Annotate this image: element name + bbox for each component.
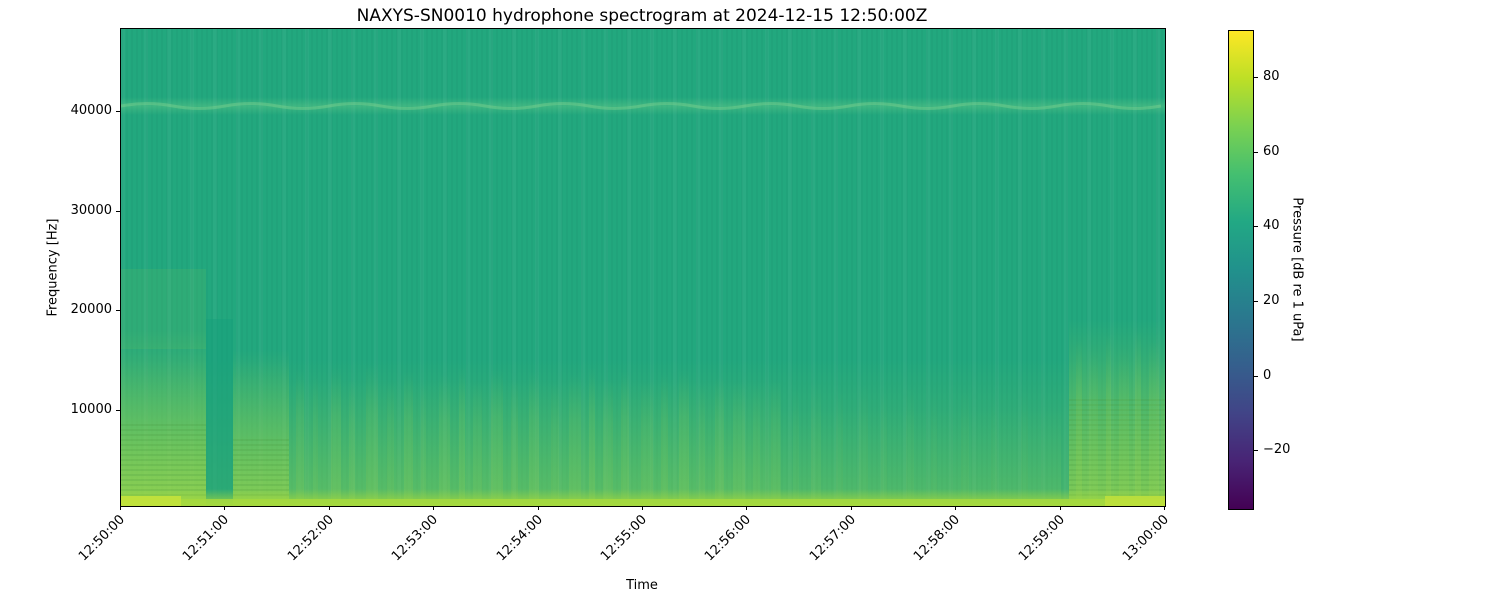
x-tick-mark: [955, 506, 956, 510]
x-tick-mark: [746, 506, 747, 510]
y-tick-mark: [116, 111, 120, 112]
plot-area: [120, 28, 1166, 507]
x-tick-label: 12:51:00: [180, 512, 232, 565]
colorbar-tick-label: 0: [1263, 368, 1272, 383]
x-tick-label: 12:56:00: [702, 512, 754, 565]
y-tick-label: 20000: [70, 302, 112, 317]
x-tick-mark: [433, 506, 434, 510]
y-tick-label: 10000: [70, 402, 112, 417]
x-tick-mark: [1164, 506, 1165, 510]
x-tick-mark: [120, 506, 121, 510]
x-tick-mark: [642, 506, 643, 510]
colorbar-tick-label: 60: [1263, 144, 1280, 159]
x-tick-label: 12:59:00: [1016, 512, 1068, 565]
y-tick-mark: [116, 211, 120, 212]
colorbar-tick-label: 80: [1263, 69, 1280, 84]
colorbar-tick-label: 40: [1263, 218, 1280, 233]
colorbar: [1228, 30, 1254, 510]
colorbar-tick-mark: [1254, 77, 1258, 78]
x-tick-label: 12:50:00: [76, 512, 128, 565]
x-tick-mark: [1060, 506, 1061, 510]
colorbar-tick-mark: [1254, 301, 1258, 302]
colorbar-label: Pressure [dB re 1 uPa]: [1289, 197, 1305, 342]
chart-title: NAXYS-SN0010 hydrophone spectrogram at 2…: [356, 6, 928, 26]
colorbar-tick-label: −20: [1263, 442, 1291, 457]
colorbar-tick-label: 20: [1263, 293, 1280, 308]
spectrogram-heatmap: [121, 29, 1165, 506]
y-tick-label: 40000: [70, 103, 112, 118]
x-axis-label: Time: [626, 578, 658, 593]
x-tick-label: 12:55:00: [598, 512, 650, 565]
colorbar-tick-mark: [1254, 450, 1258, 451]
colorbar-tick-mark: [1254, 152, 1258, 153]
x-tick-mark: [224, 506, 225, 510]
x-tick-mark: [538, 506, 539, 510]
x-tick-label: 12:52:00: [285, 512, 337, 565]
y-tick-label: 30000: [70, 203, 112, 218]
colorbar-tick-mark: [1254, 226, 1258, 227]
x-tick-mark: [851, 506, 852, 510]
x-tick-label: 13:00:00: [1120, 512, 1172, 565]
y-tick-mark: [116, 310, 120, 311]
x-tick-label: 12:58:00: [911, 512, 963, 565]
x-tick-mark: [329, 506, 330, 510]
x-tick-label: 12:53:00: [389, 512, 441, 565]
x-tick-label: 12:54:00: [494, 512, 546, 565]
colorbar-tick-mark: [1254, 376, 1258, 377]
y-tick-mark: [116, 410, 120, 411]
y-axis-label: Frequency [Hz]: [45, 218, 61, 317]
x-tick-label: 12:57:00: [807, 512, 859, 565]
